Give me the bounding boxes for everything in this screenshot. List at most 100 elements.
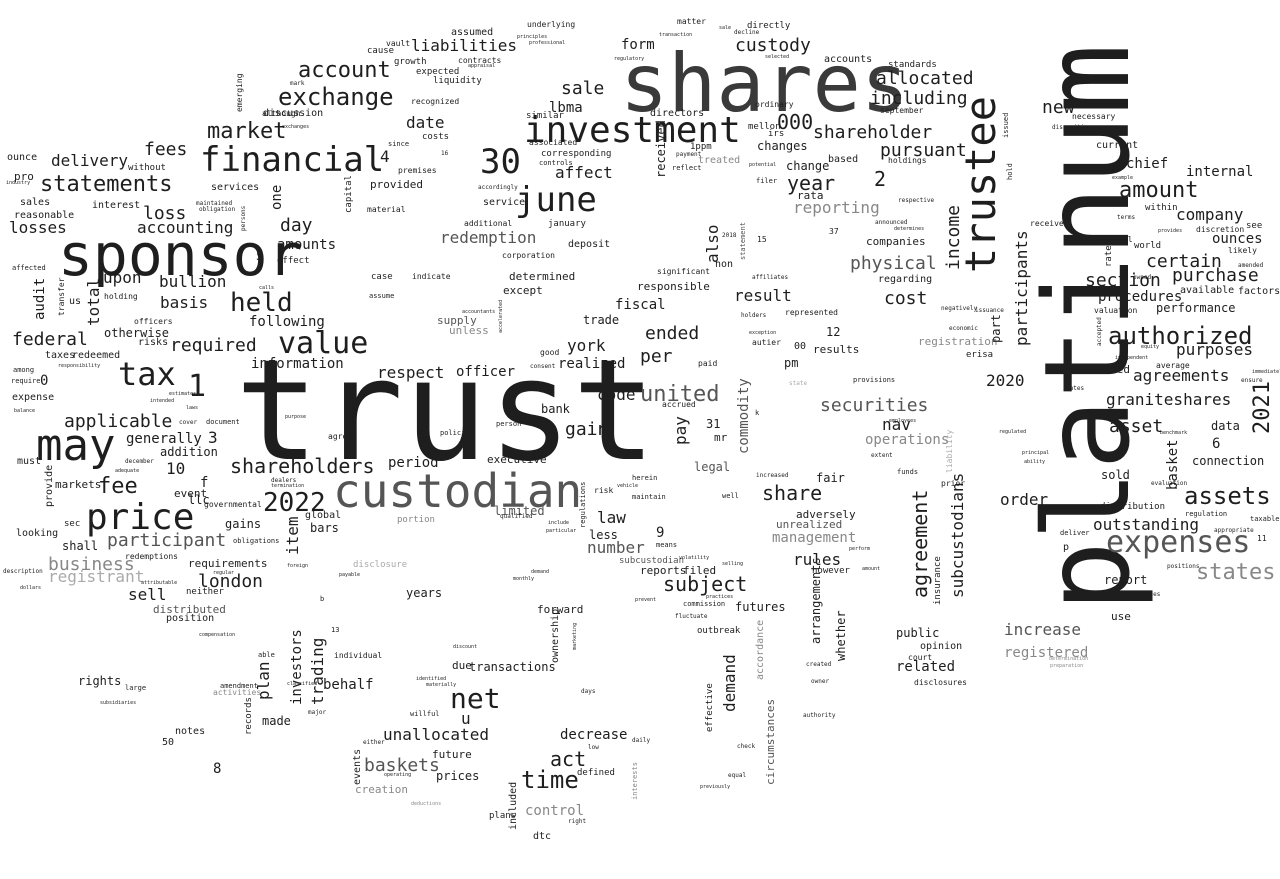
word-calls: calls	[259, 285, 275, 291]
word-january: january	[548, 219, 586, 229]
word-capital: capital	[344, 175, 354, 213]
word-n12: 12	[826, 325, 841, 339]
word-negatively: negatively	[941, 305, 978, 312]
word-ounce: ounce	[7, 152, 38, 163]
word-day: day	[280, 215, 313, 236]
word-description: description	[3, 568, 43, 575]
word-shares: shares	[620, 37, 909, 130]
word-connection: connection	[1192, 454, 1265, 468]
word-interests: interests	[631, 762, 639, 800]
word-equity: equity	[1141, 344, 1160, 350]
word-disclosures: disclosures	[914, 678, 967, 687]
word-independent: independent	[1115, 355, 1149, 361]
word-physical: physical	[850, 253, 937, 274]
word-sale-small: sale	[719, 25, 732, 31]
word-industry: industry	[6, 180, 31, 186]
word-officer: officer	[456, 364, 516, 380]
word-looking: looking	[16, 528, 59, 539]
word-provide: provide	[44, 464, 55, 507]
word-global: global	[305, 510, 342, 521]
word-custodian: custodian	[333, 464, 583, 518]
word-liabilities: liabilities	[411, 36, 517, 55]
word-dtc: dtc	[533, 831, 552, 842]
word-previously: previously	[700, 784, 731, 790]
word-purposes: purposes	[1176, 340, 1254, 359]
word-forward: forward	[537, 603, 584, 616]
word-matter: matter	[677, 17, 706, 26]
word-indicate: indicate	[412, 272, 451, 281]
word-section: section	[1085, 270, 1161, 291]
word-attributable: attributable	[141, 580, 178, 586]
word-contracts: contracts	[458, 56, 502, 65]
word-compensation: compensation	[199, 632, 236, 638]
word-net: net	[450, 682, 501, 715]
word-futures: futures	[735, 600, 786, 614]
word-additional: additional	[464, 219, 513, 228]
word-commodity: commodity	[736, 378, 752, 454]
word-selling: selling	[722, 561, 744, 567]
word-account: account	[298, 58, 391, 83]
word-trade: trade	[583, 313, 620, 327]
word-accounts: accounts	[824, 54, 873, 65]
word-use: use	[1111, 610, 1131, 623]
word-perform: perform	[849, 546, 871, 552]
word-data: data	[1211, 419, 1240, 433]
word-determined: determined	[509, 270, 576, 283]
word-information: information	[251, 356, 344, 372]
word-fee: fee	[98, 474, 138, 499]
word-n00: 00	[794, 341, 807, 352]
word-increase: increase	[1004, 620, 1082, 639]
word-significant: significant	[657, 267, 710, 276]
word-lbma: lbma	[549, 100, 583, 116]
word-check: check	[737, 743, 756, 750]
word-mr: mr	[714, 431, 728, 444]
word-internal: internal	[1186, 164, 1254, 180]
word-interest: interest	[92, 200, 141, 211]
word-governmental: governmental	[204, 500, 262, 509]
word-shareholder: shareholder	[813, 122, 933, 143]
word-estimates: estimates	[169, 391, 197, 397]
word-autier: autier	[752, 338, 781, 347]
word-means: means	[656, 541, 678, 549]
word-employees: employees	[889, 418, 917, 424]
word-redemption: redemption	[440, 228, 537, 247]
word-baskets: baskets	[364, 755, 440, 776]
word-officers: officers	[134, 317, 173, 326]
word-policies: policies	[440, 429, 474, 437]
word-commission: commission	[683, 600, 726, 608]
word-laws: laws	[186, 405, 199, 411]
word-bank: bank	[541, 402, 570, 416]
word-state: state	[789, 380, 808, 387]
word-addition: addition	[160, 445, 218, 459]
word-effect: effect	[277, 256, 310, 266]
word-case: case	[371, 272, 393, 282]
word-nav: nav	[882, 415, 911, 434]
word-average: average	[1156, 361, 1190, 370]
word-k: k	[755, 409, 760, 417]
word-discount: discount	[453, 644, 478, 650]
word-however: however	[812, 566, 850, 576]
word-subsidiaries: subsidiaries	[100, 700, 137, 706]
word-registration: registration	[918, 335, 998, 348]
word-december: december	[125, 458, 154, 465]
word-insurance: insurance	[933, 556, 943, 605]
word-purchase: purchase	[1172, 265, 1259, 286]
word-deposit: deposit	[568, 239, 611, 250]
word-valuation: valuation	[1094, 306, 1138, 315]
word-extent: extent	[871, 452, 893, 459]
word-issuance: issuance	[975, 307, 1004, 314]
word-represented: represented	[785, 308, 838, 317]
word-except: except	[503, 284, 543, 297]
word-risk: risk	[594, 486, 614, 495]
word-evaluation: evaluation	[1151, 480, 1188, 487]
word-regulatory: regulatory	[614, 56, 645, 62]
word-principles: principles	[517, 34, 548, 40]
word-changes: changes	[757, 139, 808, 153]
word-financial: financial	[200, 140, 385, 180]
word-accordingly: accordingly	[478, 184, 518, 191]
word-us: us	[69, 296, 82, 307]
word-securities: securities	[820, 395, 929, 416]
word-must: must	[17, 456, 42, 467]
word-document: document	[206, 418, 240, 426]
